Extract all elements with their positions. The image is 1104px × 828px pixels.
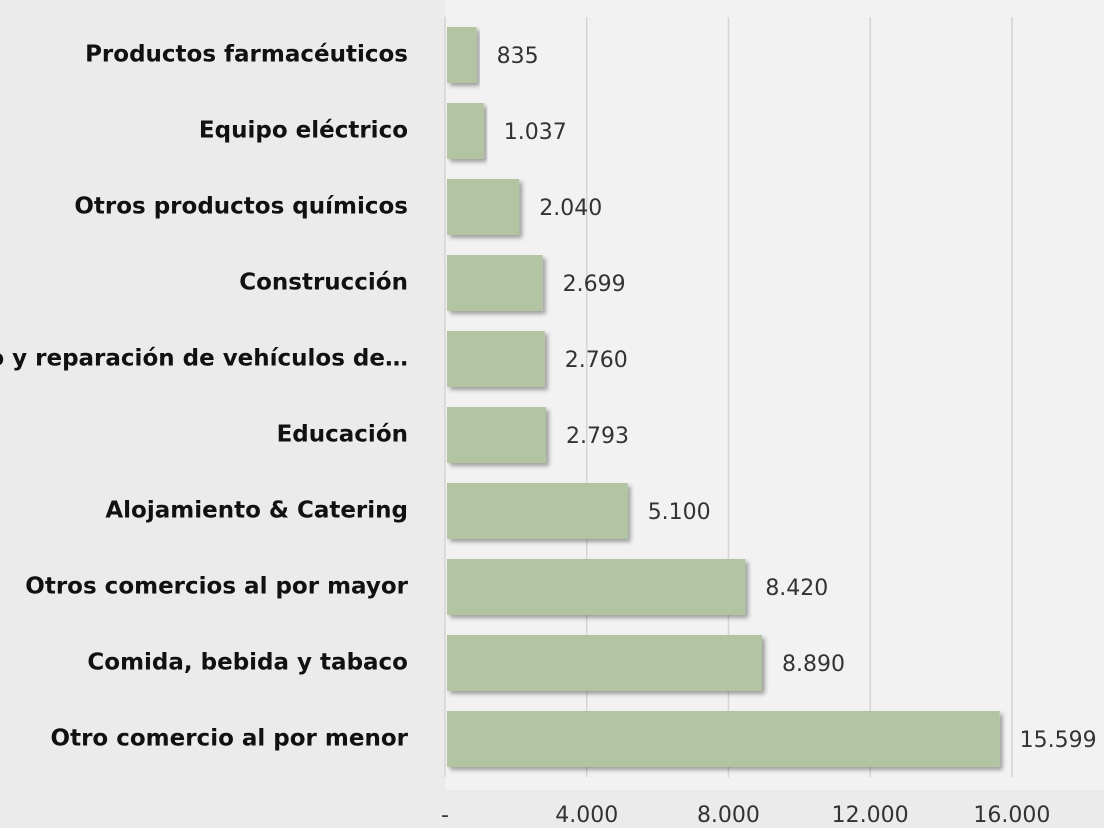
y-tick-label: Alojamiento & Catering bbox=[105, 498, 408, 524]
value-label: 2.699 bbox=[563, 272, 626, 297]
x-tick-label: 16.000 bbox=[973, 803, 1050, 828]
bar bbox=[447, 559, 746, 615]
bar bbox=[447, 179, 520, 235]
value-label: 835 bbox=[497, 44, 539, 69]
x-tick-label: 12.000 bbox=[832, 803, 909, 828]
bar bbox=[447, 331, 545, 387]
value-label: 2.040 bbox=[539, 196, 602, 221]
bar bbox=[447, 483, 628, 539]
y-tick-label: Comida, bebida y tabaco bbox=[87, 650, 408, 676]
value-label: 5.100 bbox=[648, 500, 711, 525]
bar bbox=[447, 103, 484, 159]
value-label: 2.760 bbox=[565, 348, 628, 373]
bar bbox=[447, 635, 762, 691]
y-tick-label: Educación bbox=[277, 422, 408, 448]
y-tick-label: Productos farmacéuticos bbox=[85, 42, 408, 68]
value-label: 15.599 bbox=[1020, 728, 1097, 753]
bar bbox=[447, 407, 546, 463]
y-tick-label: Construcción bbox=[239, 270, 408, 296]
y-tick-label: Otro comercio al por menor bbox=[51, 726, 409, 752]
x-tick-label: 8.000 bbox=[697, 803, 760, 828]
x-tick-label: 4.000 bbox=[555, 803, 618, 828]
value-label: 8.420 bbox=[765, 576, 828, 601]
y-tick-label: Otros comercios al por mayor bbox=[25, 574, 408, 600]
bar bbox=[447, 711, 1000, 767]
y-tick-label: Comercio y reparación de vehículos de… bbox=[0, 346, 408, 372]
x-tick-label: - bbox=[441, 803, 449, 828]
value-label: 2.793 bbox=[566, 424, 629, 449]
bar bbox=[447, 255, 543, 311]
bar bbox=[447, 27, 477, 83]
y-tick-label: Otros productos químicos bbox=[74, 194, 408, 220]
value-label: 1.037 bbox=[504, 120, 567, 145]
y-tick-label: Equipo eléctrico bbox=[199, 118, 408, 144]
value-label: 8.890 bbox=[782, 652, 845, 677]
